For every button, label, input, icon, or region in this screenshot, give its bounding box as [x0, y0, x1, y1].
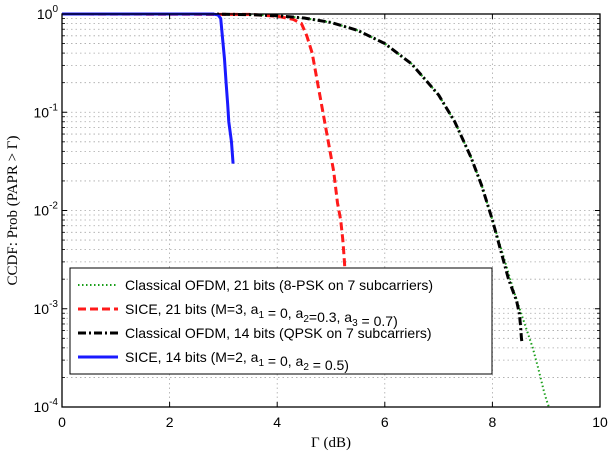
y-axis-label: CCDF: Prob (PAPR > Γ) — [5, 136, 21, 286]
series-line-3 — [62, 12, 524, 343]
y-tick-label: 10-1 — [34, 102, 59, 120]
x-axis-label: Γ (dB) — [311, 435, 351, 451]
legend-box — [69, 267, 493, 375]
x-tick-label: 10 — [592, 414, 608, 430]
legend-label-3: Classical OFDM, 14 bits (QPSK on 7 subca… — [125, 325, 432, 341]
y-tick-label: 10-2 — [34, 201, 59, 219]
series-line-2 — [61, 12, 349, 309]
x-tick-label: 0 — [58, 414, 66, 430]
legend-label-4: SICE, 14 bits (M=2, a1 = 0, a2 = 0.5) — [125, 349, 349, 373]
legend-label-1: Classical OFDM, 21 bits (8-PSK on 7 subc… — [125, 277, 433, 293]
x-tick-label: 4 — [273, 414, 281, 430]
y-tick-label: 100 — [37, 4, 59, 22]
series-line-4 — [62, 12, 235, 164]
x-tick-label: 2 — [166, 414, 174, 430]
legend: Classical OFDM, 21 bits (8-PSK on 7 subc… — [69, 267, 493, 375]
x-tick-label: 6 — [381, 414, 389, 430]
y-tick-label: 10-4 — [34, 397, 59, 415]
legend-label-2: SICE, 21 bits (M=3, a1 = 0, a2=0.3, a3 =… — [125, 301, 398, 329]
axis-ticks: 0 2 4 6 8 10 100 10-1 10-2 10-3 10-4 — [34, 4, 608, 430]
x-tick-label: 8 — [489, 414, 497, 430]
y-tick-label: 10-3 — [34, 299, 59, 317]
